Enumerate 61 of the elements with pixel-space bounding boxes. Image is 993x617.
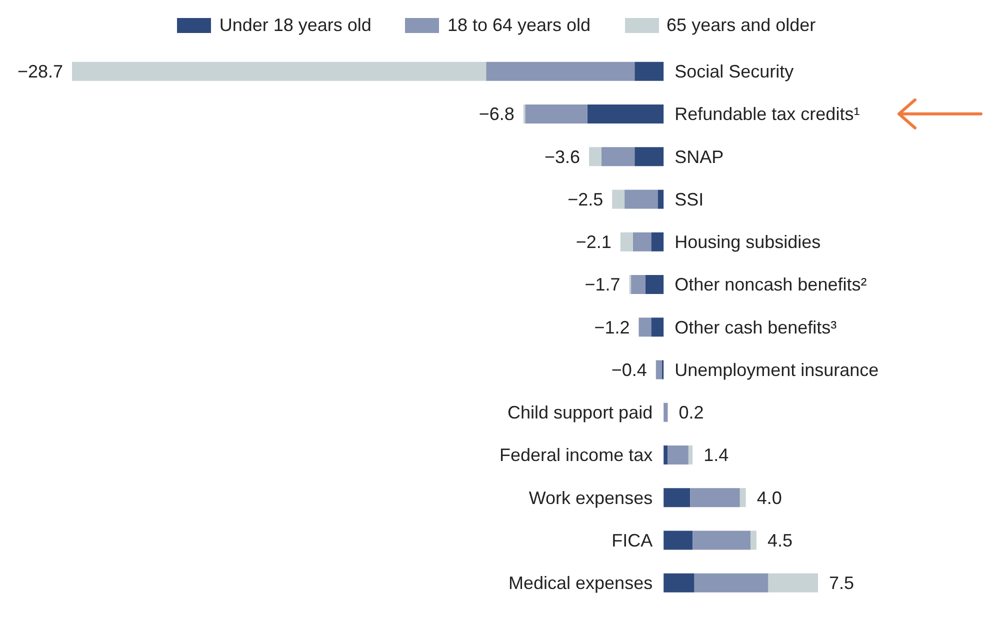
- annotation: −1.7: [584, 274, 620, 295]
- y-tick-label: Refundable tax credits¹: [674, 104, 860, 124]
- bar: [651, 232, 664, 252]
- y-tick-label: Child support paid: [508, 402, 653, 423]
- annotation: 1.4: [704, 445, 729, 466]
- annotation: −2.5: [568, 189, 604, 210]
- legend-label: Under 18 years old: [219, 14, 372, 36]
- bar: [634, 147, 664, 166]
- y-tick-label: Federal income tax: [500, 445, 653, 466]
- y-tick-label: Other cash benefits³: [674, 317, 837, 338]
- annotation: 4.5: [767, 530, 793, 550]
- bar: [668, 445, 688, 464]
- bar: [612, 190, 625, 209]
- bar: [750, 530, 756, 550]
- y-tick-label: Work expenses: [528, 488, 653, 508]
- y-tick-label: FICA: [612, 530, 653, 550]
- bar: [740, 488, 746, 508]
- bar: [624, 190, 658, 209]
- annotation: −1.2: [594, 317, 630, 338]
- bar: [768, 573, 818, 592]
- bar: [587, 104, 664, 124]
- legend-label: 18 to 64 years old: [447, 14, 591, 36]
- bar: [692, 530, 751, 550]
- y-tick-label: SSI: [674, 189, 704, 210]
- y-tick-label: Other noncash benefits²: [674, 274, 867, 295]
- y-tick-label: Medical expenses: [508, 572, 653, 593]
- annotation: 4.0: [756, 488, 782, 508]
- bar: [651, 318, 664, 337]
- annotation: −3.6: [544, 146, 580, 167]
- bar: [688, 445, 693, 464]
- y-tick-label: SNAP: [674, 146, 724, 167]
- legend-label: 65 years and older: [666, 14, 816, 36]
- bar: [601, 147, 635, 166]
- bar: [589, 147, 602, 166]
- y-tick-label: Unemployment insurance: [674, 360, 879, 380]
- bar: [664, 573, 694, 592]
- bar: [694, 573, 768, 592]
- bar: [656, 360, 662, 380]
- bar: [72, 62, 486, 81]
- bar: [634, 62, 664, 81]
- bar: [690, 488, 740, 508]
- annotation: 0.2: [678, 402, 704, 423]
- annotation: −2.1: [576, 232, 612, 252]
- annotation: −0.4: [611, 360, 647, 380]
- bar: [632, 232, 652, 252]
- annotation: −6.8: [478, 104, 514, 124]
- bar: [486, 62, 635, 81]
- bar: [638, 318, 652, 337]
- bar: [664, 402, 668, 422]
- bar: [620, 232, 633, 252]
- y-tick-label: Social Security: [674, 62, 794, 82]
- text: 7.5: [829, 572, 854, 593]
- bar: [664, 530, 693, 550]
- bar: [645, 275, 664, 294]
- bar: [664, 488, 690, 508]
- text: −28.7: [17, 62, 63, 82]
- bar: [664, 445, 668, 464]
- bar: [631, 275, 646, 294]
- y-tick-label: Housing subsidies: [674, 232, 821, 252]
- bar: [525, 104, 588, 124]
- bar: [658, 190, 664, 209]
